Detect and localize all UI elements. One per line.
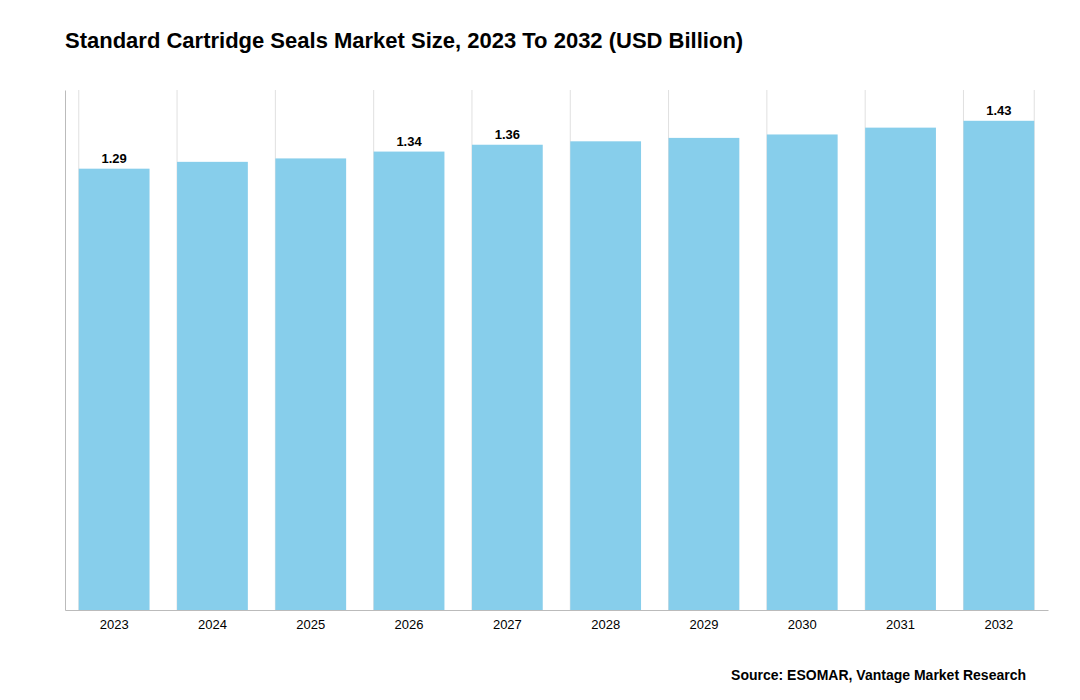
x-tick: 2029 xyxy=(689,617,718,632)
x-tick: 2026 xyxy=(395,617,424,632)
x-tick: 2027 xyxy=(493,617,522,632)
bar xyxy=(963,121,1034,610)
bar xyxy=(570,141,641,610)
plot-area: 2023 2024 2025 2026 2027 2028 2029 2030 2031 2032… xyxy=(66,90,1049,632)
data-labels: 1.29 1.34 1.36 1.43 xyxy=(101,103,1011,166)
bar xyxy=(374,152,445,610)
x-tick: 2025 xyxy=(296,617,325,632)
bar xyxy=(472,145,543,610)
bars xyxy=(79,121,1034,610)
x-tick-label: 2028 xyxy=(591,617,620,632)
x-tick-label: 2027 xyxy=(493,617,522,632)
x-tick: 2030 xyxy=(788,617,817,632)
annotation: Source: ESOMAR, Vantage Market Research xyxy=(731,667,1026,683)
x-tick-label: 2025 xyxy=(296,617,325,632)
x-tick: 2031 xyxy=(886,617,915,632)
bar xyxy=(767,134,838,610)
data-label: 1.36 xyxy=(495,127,520,142)
x-tick-label: 2026 xyxy=(395,617,424,632)
data-label: 1.43 xyxy=(986,103,1011,118)
bar xyxy=(79,169,150,610)
data-label: 1.34 xyxy=(396,134,422,149)
data-label: 1.29 xyxy=(101,151,126,166)
y-axis-line xyxy=(65,91,66,611)
x-axis: 2023 2024 2025 2026 2027 2028 2029 2030 2031 2032 xyxy=(66,611,1049,633)
chart: 2023 2024 2025 2026 2027 2028 2029 2030 2031 2032… xyxy=(0,0,1080,700)
y-axis xyxy=(65,91,66,611)
x-tick-label: 2024 xyxy=(198,617,227,632)
x-tick: 2023 xyxy=(100,617,129,632)
grid xyxy=(79,90,1034,610)
x-tick-label: 2032 xyxy=(984,617,1013,632)
x-tick: 2028 xyxy=(591,617,620,632)
x-tick-label: 2023 xyxy=(100,617,129,632)
title: Standard Cartridge Seals Market Size, 20… xyxy=(65,28,743,53)
bar xyxy=(275,158,346,610)
x-tick-label: 2030 xyxy=(788,617,817,632)
x-axis-line xyxy=(66,610,1049,611)
x-tick-label: 2031 xyxy=(886,617,915,632)
x-tick: 2032 xyxy=(984,617,1013,632)
x-tick: 2024 xyxy=(198,617,227,632)
bar xyxy=(865,128,936,610)
bar xyxy=(669,138,740,610)
x-tick-label: 2029 xyxy=(689,617,718,632)
bar xyxy=(177,162,248,610)
